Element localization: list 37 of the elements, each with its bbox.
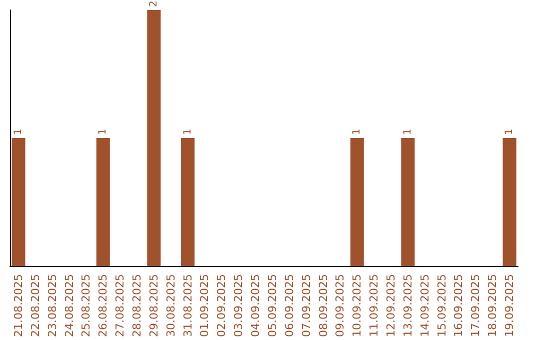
data-label: 1 [504,128,516,136]
x-tick-label: 06.09.2025 [282,274,296,338]
data-label: 1 [352,128,363,136]
data-label: 1 [98,128,109,136]
x-tick-label: 14.09.2025 [418,274,432,338]
x-tick-label: 22.08.2025 [28,274,42,338]
x-tick-label: 01.09.2025 [198,274,212,338]
x-tick-label: 31.08.2025 [181,274,194,338]
x-tick-label: 09.09.2025 [334,274,347,338]
x-tick-label: 08.09.2025 [316,274,330,338]
x-tick-label: 27.08.2025 [114,274,127,338]
data-label: 1 [182,128,194,136]
x-tick-label: 12.09.2025 [384,274,398,338]
x-tick-label: 19.09.2025 [503,274,516,338]
x-tick-label: 02.09.2025 [215,274,228,338]
x-tick-label: 15.09.2025 [435,274,448,338]
x-tick-label: 17.09.2025 [469,274,482,338]
x-tick-label: 25.08.2025 [80,274,93,338]
x-tick-label: 05.09.2025 [266,274,279,338]
x-tick-label: 04.09.2025 [249,274,262,338]
x-tick-label: 11.09.2025 [368,274,381,338]
x-tick-label: 07.09.2025 [300,274,313,338]
x-tick-label: 13.09.2025 [401,274,414,338]
data-label: 1 [402,128,414,136]
x-tick-label: 30.08.2025 [164,274,178,338]
x-tick-label: 23.08.2025 [46,274,59,338]
data-label: 1 [12,128,24,136]
x-tick-label: 03.09.2025 [232,274,246,338]
x-tick-label: 21.08.2025 [12,274,25,338]
x-tick-label: 28.08.2025 [130,274,144,338]
x-tick-label: 10.09.2025 [350,274,364,338]
data-label: 2 [148,0,160,7]
x-tick-label: 24.08.2025 [62,274,76,338]
x-tick-label: 16.09.2025 [452,274,466,338]
x-tick-label: 29.08.2025 [147,274,160,338]
x-tick-label: 18.09.2025 [486,274,500,338]
x-tick-label: 26.08.2025 [96,274,110,338]
